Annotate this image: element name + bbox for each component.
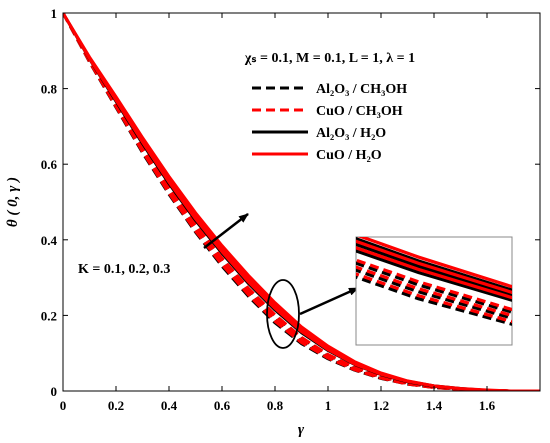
axis-ticks: 0 0.2 0.4 0.6 0.8 1 1.2 1.4 1.6 0 0.2 0.4 0.6 0.8 1 [41,6,540,413]
k-annotation: K = 0.1, 0.2, 0.3 [78,262,170,277]
x-tick-label: 0.4 [161,398,178,413]
y-tick-label: 0 [51,384,58,399]
zoom-ellipse [266,279,300,349]
x-tick-label: 0.2 [108,398,124,413]
x-tick-label: 1.4 [426,398,443,413]
y-tick-label: 1 [51,6,58,21]
x-axis-title: γ [298,422,305,438]
x-tick-label: 1 [325,398,332,413]
y-axis-title: θ ( 0, γ ) [5,177,21,227]
legend-label-3: CuO / H₂O [316,148,382,163]
plot-frame [62,12,541,392]
x-tick-label: 1.6 [479,398,496,413]
y-tick-label: 0.4 [41,233,58,248]
y-tick-label: 0.6 [41,157,58,172]
x-tick-label: 0 [60,398,67,413]
legend-label-2: Al₂O₃ / H₂O [316,126,386,141]
zoom-arrow [299,286,359,316]
k-arrow [203,213,249,249]
parameters-annotation: χₛ = 0.1, M = 0.1, L = 1, λ = 1 [244,51,415,66]
x-tick-label: 0.8 [267,398,284,413]
x-tick-label: 0.6 [214,398,231,413]
legend-label-0: Al₂O₃ / CH₃OH [316,82,407,97]
curves-group [63,13,540,391]
x-tick-label: 1.2 [373,398,389,413]
legend-label-1: CuO / CH₃OH [316,104,403,119]
y-tick-label: 0.2 [41,308,57,323]
series-line-11 [63,13,540,391]
y-tick-label: 0.8 [41,82,58,97]
legend: Al₂O₃ / CH₃OH CuO / CH₃OH Al₂O₃ / H₂O Cu… [252,82,407,163]
